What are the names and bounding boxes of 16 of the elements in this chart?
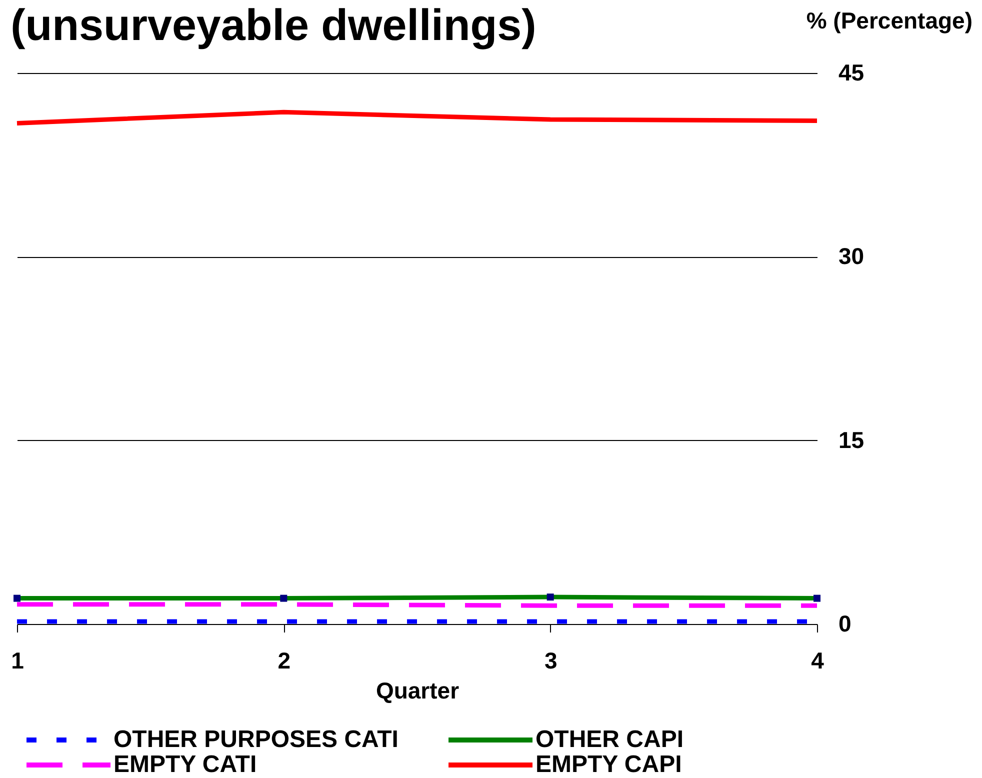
y-tick-label: 15	[838, 426, 864, 453]
x-tick-label: 1	[11, 648, 24, 674]
y-tick-label: 45	[838, 60, 864, 86]
y-tick-label: 0	[838, 610, 852, 636]
x-tick-label: 4	[811, 648, 824, 674]
legend-label: EMPTY CATI	[114, 751, 257, 778]
x-tick-label: 3	[544, 648, 558, 674]
x-axis-title: Quarter	[376, 678, 460, 704]
y-axis-title: % (Percentage)	[806, 8, 972, 34]
y-tick-label: 30	[838, 243, 864, 270]
legend-label: EMPTY CAPI	[536, 751, 682, 778]
x-tick-label: 2	[278, 648, 291, 674]
legend-label: OTHER CAPI	[536, 726, 684, 753]
legend-label: OTHER PURPOSES CATI	[114, 726, 398, 753]
line-series	[14, 110, 820, 126]
chart-title: (unsurveyable dwellings)	[10, 1, 536, 50]
